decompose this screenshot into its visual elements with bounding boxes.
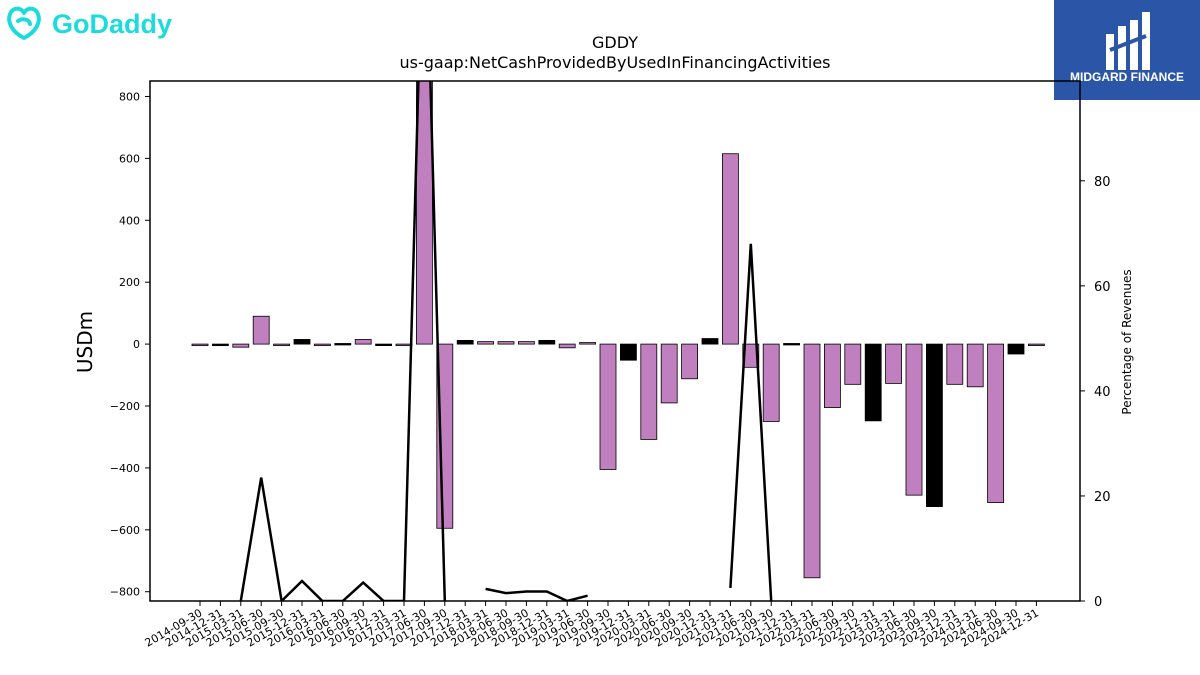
godaddy-wordmark: GoDaddy	[52, 9, 172, 39]
y-tick-label: 400	[119, 214, 140, 227]
chart-subtitle: us-gaap:NetCashProvidedByUsedInFinancing…	[399, 53, 830, 72]
y-tick-label: 0	[133, 338, 140, 351]
bar	[722, 153, 739, 345]
bar-series	[191, 81, 1045, 601]
bar	[211, 343, 229, 347]
midgard-finance-logo: MIDGARD FINANCE	[1054, 0, 1200, 100]
bar	[824, 343, 841, 408]
bar	[701, 338, 719, 345]
godaddy-heart-icon	[7, 6, 41, 40]
bar	[497, 341, 515, 345]
bar	[313, 343, 331, 347]
bar	[620, 343, 637, 361]
bar	[252, 315, 270, 345]
chart-title: GDDY	[592, 33, 638, 52]
bar	[681, 343, 698, 380]
y2-tick-label: 60	[1094, 280, 1111, 295]
percentage-line	[729, 243, 773, 601]
bar	[864, 343, 882, 422]
y2-axis-label: Percentage of Revenues	[1120, 269, 1134, 414]
godaddy-logo: GoDaddy	[7, 6, 172, 40]
bar	[783, 343, 800, 346]
bar	[660, 343, 678, 404]
y2-tick-label: 20	[1094, 490, 1111, 505]
bar	[1028, 343, 1045, 346]
bar	[415, 81, 433, 345]
y-tick-label: −600	[110, 524, 140, 537]
y-axis-label: USDm	[73, 311, 97, 373]
bar	[477, 341, 495, 345]
bar	[558, 343, 576, 349]
y-tick-label: −400	[110, 462, 140, 475]
bar	[456, 339, 474, 345]
midgard-emblem-icon: MIDGARD FINANCE	[1070, 12, 1184, 84]
y-tick-label: −800	[110, 586, 140, 599]
bar	[905, 343, 923, 496]
bar	[803, 343, 821, 579]
bar	[232, 343, 250, 348]
percentage-line	[239, 81, 447, 601]
bar	[518, 341, 535, 345]
percentage-line	[485, 587, 588, 601]
bar	[966, 343, 984, 388]
bar	[946, 343, 964, 385]
bar	[334, 343, 352, 346]
bar	[762, 343, 780, 422]
bar	[742, 343, 760, 368]
y2-tick-label: 0	[1094, 595, 1102, 610]
plot-area: −800−600−400−200020040060080002040608020…	[110, 80, 1111, 650]
bar	[395, 343, 413, 347]
bar	[926, 343, 943, 507]
bar	[987, 343, 1004, 503]
bar	[599, 343, 617, 470]
y2-tick-label: 80	[1094, 175, 1111, 190]
plot-frame	[149, 80, 1081, 602]
y2-tick-label: 40	[1094, 385, 1111, 400]
bar	[191, 343, 209, 347]
bar	[640, 343, 658, 440]
bar	[375, 343, 393, 346]
bar	[1007, 343, 1025, 355]
y-tick-label: 600	[119, 152, 140, 165]
y-tick-label: −200	[110, 400, 140, 413]
bar	[885, 343, 902, 384]
bar	[844, 343, 862, 385]
y-tick-label: 800	[119, 90, 140, 103]
bar	[273, 343, 291, 347]
bar	[538, 339, 556, 345]
bar	[579, 342, 596, 345]
y-tick-label: 200	[119, 276, 140, 289]
midgard-wordmark: MIDGARD FINANCE	[1070, 70, 1184, 84]
bar	[354, 339, 372, 345]
bar	[293, 339, 311, 345]
